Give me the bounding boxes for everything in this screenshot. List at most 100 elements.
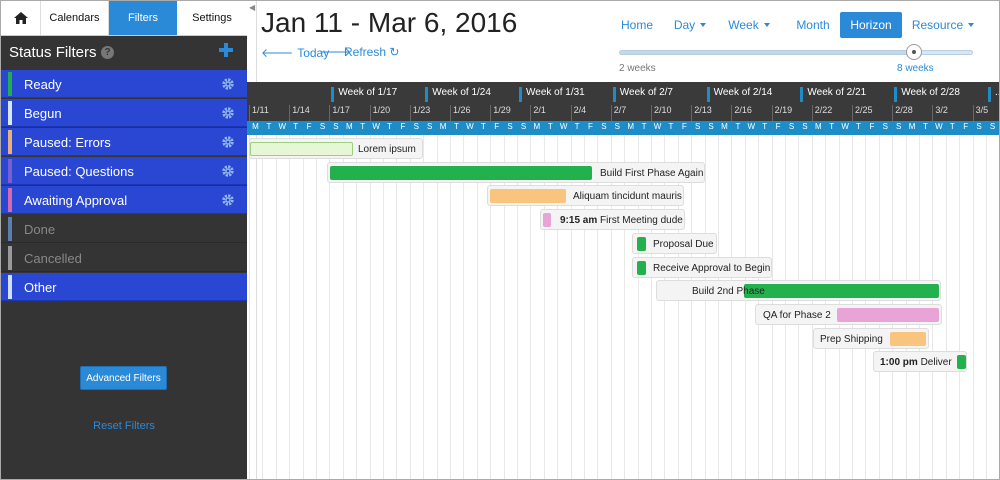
view-button-resource[interactable]: Resource (904, 12, 982, 38)
grid-line (637, 135, 639, 479)
filter-row[interactable]: Cancelled (1, 244, 247, 272)
horizon-slider-track[interactable] (619, 50, 973, 55)
filter-color-swatch (8, 275, 12, 299)
prev-arrow-icon[interactable]: 🡐 (261, 46, 294, 60)
task-bar[interactable] (744, 284, 939, 299)
task-label: Prep Shipping (820, 334, 883, 345)
task-row[interactable]: Proposal Due (632, 232, 717, 254)
filter-row[interactable]: Other (1, 273, 247, 301)
task-row[interactable]: Prep Shipping (813, 327, 929, 349)
grid-line (369, 135, 371, 479)
day-of-week-label: S (333, 122, 339, 131)
task-bar[interactable] (330, 165, 592, 180)
task-bar[interactable] (490, 189, 566, 204)
task-row[interactable]: Lorem ipsum (249, 138, 423, 159)
day-of-week-label: M (439, 122, 447, 131)
day-of-week-label: M (814, 122, 822, 131)
gear-icon[interactable] (221, 106, 235, 120)
view-button-horizon[interactable]: Horizon (840, 12, 902, 38)
day-of-week-label: F (775, 122, 781, 131)
task-bar[interactable] (250, 142, 353, 156)
filter-row[interactable]: Ready (1, 70, 247, 98)
gear-icon[interactable] (221, 164, 235, 178)
filter-row[interactable]: Awaiting Approval (1, 186, 247, 214)
day-of-week-label: M (627, 122, 635, 131)
grid-line (704, 135, 706, 479)
horizon-slider-knob[interactable] (906, 44, 922, 60)
task-title: Build First Phase Again (600, 167, 704, 179)
view-button-week[interactable]: Week (723, 12, 775, 38)
gantt-grid: Lorem ipsum Build First Phase Again Aliqua… (247, 135, 999, 479)
gear-icon[interactable] (221, 193, 235, 207)
sidebar-collapse-handle[interactable]: ◀ (247, 1, 257, 479)
advanced-filters-button[interactable]: Advanced Filters (80, 366, 167, 390)
home-tab[interactable] (1, 1, 41, 35)
view-button-month[interactable]: Month (785, 12, 841, 38)
task-title: Deliver (920, 357, 952, 369)
grid-line (543, 135, 545, 479)
date-header-row: 1/11 1/14 1/17 1/20 1/23 1/26 1/29 2/1 2/4 2/7 2/1… (247, 102, 999, 121)
refresh-button[interactable]: Refresh ↻ (344, 45, 399, 59)
task-title: Prep Shipping (820, 333, 883, 345)
task-bar[interactable] (957, 355, 966, 370)
task-row[interactable]: Build 2nd Phase (656, 280, 941, 302)
grid-line (262, 135, 264, 479)
gear-icon[interactable] (221, 77, 235, 91)
filter-row[interactable]: Done (1, 215, 247, 243)
grid-line (664, 135, 666, 479)
task-bar[interactable] (890, 331, 926, 346)
help-icon[interactable]: ? (101, 46, 114, 59)
grid-line (517, 135, 518, 479)
filter-row[interactable]: Paused: Errors (1, 128, 247, 156)
settings-tab[interactable]: Settings (192, 12, 232, 24)
slider-min-label: 2 weeks (619, 63, 656, 74)
day-of-week-label: W (935, 122, 943, 131)
task-bar[interactable] (637, 260, 646, 275)
date-label: 2/13 (691, 105, 712, 121)
date-label: 1/17 (329, 105, 350, 121)
task-row[interactable]: Receive Approval to Begin (632, 256, 772, 278)
task-label: 1:00 pm Deliver (880, 357, 952, 368)
day-of-week-label: T (923, 122, 928, 131)
view-button-day[interactable]: Day (667, 12, 713, 38)
filter-color-swatch (8, 72, 12, 96)
task-label: Receive Approval to Begin (653, 263, 770, 274)
day-of-week-label: W (278, 122, 287, 131)
task-time: 9:15 am (560, 215, 598, 227)
day-of-week-label: W (653, 122, 662, 131)
task-bar[interactable] (837, 307, 939, 322)
grid-line (356, 135, 358, 479)
task-row[interactable]: 1:00 pm Deliver (873, 351, 967, 373)
calendars-tab[interactable]: Calendars (41, 1, 109, 35)
grid-line (302, 135, 304, 479)
date-range-title: Jan 11 - Mar 6, 2016 (261, 7, 518, 38)
filter-label: Paused: Questions (24, 164, 134, 179)
filter-row[interactable]: Paused: Questions (1, 157, 247, 185)
task-row[interactable]: 9:15 am First Meeting dude (540, 209, 685, 231)
reset-filters-link[interactable]: Reset Filters (93, 420, 155, 432)
next-arrow-icon[interactable]: 🡒 (319, 45, 352, 59)
grid-line (986, 135, 987, 479)
day-of-week-label: W (372, 122, 380, 131)
task-bar[interactable] (543, 213, 551, 228)
filter-row[interactable]: Begun (1, 99, 247, 127)
filters-tab[interactable]: Filters (109, 1, 177, 35)
grid-line (476, 135, 478, 479)
task-row[interactable]: Build First Phase Again (327, 161, 705, 183)
today-button[interactable]: 🡐 Today (261, 45, 329, 61)
week-label: ... (988, 87, 999, 102)
day-of-week-label: S (427, 122, 433, 131)
task-title: Receive Approval to Begin (653, 262, 771, 274)
date-label: 2/25 (852, 105, 873, 121)
day-of-week-label: M (533, 122, 541, 131)
view-button-home[interactable]: Home (613, 12, 661, 38)
task-row[interactable]: QA for Phase 2 (755, 303, 942, 325)
add-filter-icon[interactable] (219, 43, 233, 57)
task-bar[interactable] (637, 236, 646, 251)
day-of-week-label: S (413, 122, 419, 131)
day-of-week-label: S (507, 122, 513, 131)
grid-line (450, 135, 451, 479)
gear-icon[interactable] (221, 135, 235, 149)
task-row[interactable]: Aliquam tincidunt mauris (487, 185, 684, 207)
date-label: 2/7 (610, 105, 626, 121)
